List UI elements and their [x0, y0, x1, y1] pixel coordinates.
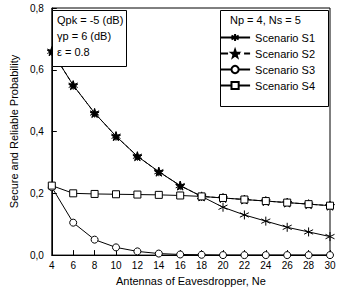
svg-text:0,4: 0,4 [30, 126, 44, 137]
svg-text:22: 22 [239, 260, 251, 271]
svg-text:14: 14 [153, 260, 165, 271]
svg-text:0,6: 0,6 [30, 64, 44, 75]
svg-text:4: 4 [49, 260, 55, 271]
svg-text:12: 12 [132, 260, 144, 271]
svg-text:Qpk = -5 (dB): Qpk = -5 (dB) [57, 14, 123, 26]
svg-text:Scenario S1: Scenario S1 [255, 32, 315, 44]
svg-text:ε = 0.8: ε = 0.8 [57, 46, 90, 58]
svg-text:Scenario S4: Scenario S4 [255, 80, 315, 92]
svg-text:Scenario S3: Scenario S3 [255, 64, 315, 76]
svg-text:6: 6 [70, 260, 76, 271]
svg-text:20: 20 [217, 260, 229, 271]
svg-text:26: 26 [282, 260, 294, 271]
svg-text:Np = 4, Ns = 5: Np = 4, Ns = 5 [230, 14, 301, 26]
svg-text:24: 24 [260, 260, 272, 271]
svg-text:0,0: 0,0 [30, 250, 44, 261]
svg-text:Secure and Reliable Probabilit: Secure and Reliable Probability [8, 54, 20, 208]
svg-text:10: 10 [110, 260, 122, 271]
svg-text:18: 18 [196, 260, 208, 271]
svg-text:Antennas of Eavesdropper, Ne: Antennas of Eavesdropper, Ne [116, 275, 266, 287]
svg-text:30: 30 [324, 260, 336, 271]
svg-text:γp = 6 (dB): γp = 6 (dB) [57, 30, 111, 42]
svg-text:28: 28 [303, 260, 315, 271]
svg-text:0,2: 0,2 [30, 188, 44, 199]
svg-text:0,8: 0,8 [30, 3, 44, 14]
svg-text:8: 8 [92, 260, 98, 271]
svg-text:Scenario S2: Scenario S2 [255, 48, 315, 60]
svg-text:16: 16 [175, 260, 187, 271]
